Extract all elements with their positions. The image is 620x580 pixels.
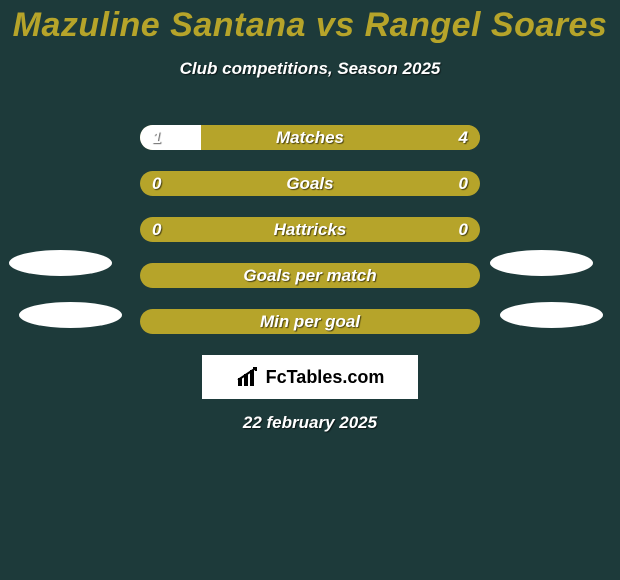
stat-row-goals-per-match: Goals per match bbox=[0, 263, 620, 288]
bar-track bbox=[140, 309, 480, 334]
bar-track bbox=[140, 125, 480, 150]
date: 22 february 2025 bbox=[0, 413, 620, 433]
logo-box: FcTables.com bbox=[202, 355, 418, 399]
bars-region: Matches 1 4 Goals 0 0 Hattricks 0 0 bbox=[0, 125, 620, 334]
comparison-infographic: Mazuline Santana vs Rangel Soares Club c… bbox=[0, 0, 620, 580]
logo-text: FcTables.com bbox=[266, 367, 385, 388]
bar-left-fill bbox=[140, 125, 201, 150]
stat-row-min-per-goal: Min per goal bbox=[0, 309, 620, 334]
stat-row-hattricks: Hattricks 0 0 bbox=[0, 217, 620, 242]
chart-icon bbox=[236, 366, 262, 388]
stat-row-matches: Matches 1 4 bbox=[0, 125, 620, 150]
bar-track bbox=[140, 263, 480, 288]
bar-track bbox=[140, 171, 480, 196]
bar-track bbox=[140, 217, 480, 242]
stat-row-goals: Goals 0 0 bbox=[0, 171, 620, 196]
subtitle: Club competitions, Season 2025 bbox=[0, 59, 620, 79]
page-title: Mazuline Santana vs Rangel Soares bbox=[0, 0, 620, 45]
bar-right-fill bbox=[201, 125, 480, 150]
